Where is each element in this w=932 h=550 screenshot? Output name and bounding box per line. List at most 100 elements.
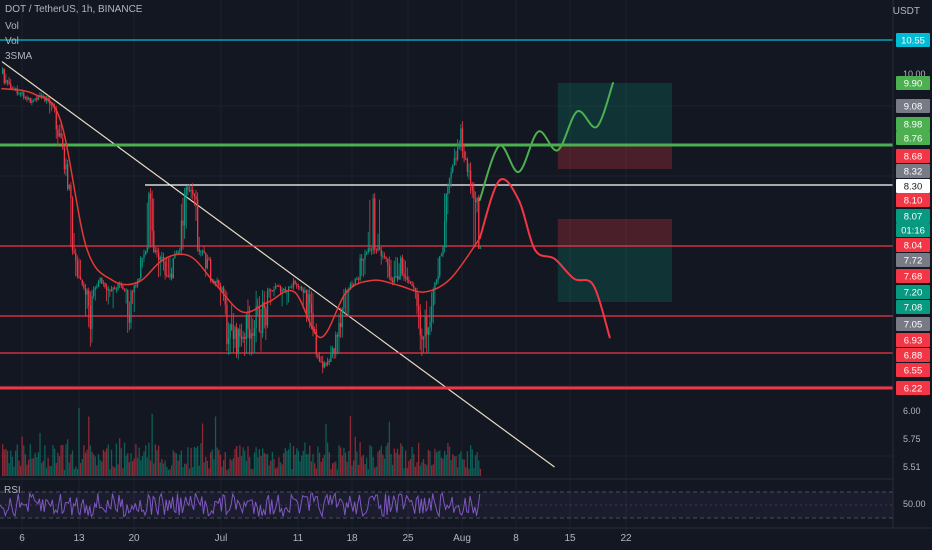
candle-body bbox=[167, 276, 170, 278]
volume-bar bbox=[106, 448, 108, 476]
volume-bar bbox=[414, 466, 417, 476]
volume-bar bbox=[231, 460, 233, 476]
candle-body bbox=[297, 285, 300, 288]
candle-body bbox=[349, 284, 352, 290]
candle-body bbox=[130, 291, 132, 323]
candle-body bbox=[182, 220, 184, 226]
volume-bar bbox=[470, 445, 472, 476]
volume-bar bbox=[351, 465, 353, 476]
volume-indicator-label[interactable]: Vol bbox=[5, 21, 19, 32]
candle-body bbox=[265, 308, 267, 326]
candle-body bbox=[227, 337, 230, 344]
volume-bar bbox=[328, 452, 330, 476]
volume-bar bbox=[180, 450, 183, 476]
candle-body bbox=[435, 279, 438, 283]
candle-body bbox=[320, 361, 322, 363]
rsi-line bbox=[0, 491, 481, 519]
volume-indicator-label-2[interactable]: Vol bbox=[5, 36, 19, 47]
volume-bar bbox=[115, 443, 118, 476]
candle-body bbox=[333, 348, 335, 355]
price-label-text: 8.68 bbox=[904, 152, 923, 163]
candle-body bbox=[99, 277, 101, 282]
volume-bar bbox=[273, 458, 275, 476]
candle-body bbox=[266, 291, 269, 326]
volume-bar bbox=[28, 459, 30, 476]
rsi-label[interactable]: RSI bbox=[4, 485, 21, 496]
volume-bar bbox=[457, 467, 459, 476]
volume-bar bbox=[434, 448, 436, 476]
volume-bar bbox=[99, 459, 101, 476]
volume-bar bbox=[182, 467, 184, 476]
volume-bar bbox=[341, 455, 343, 476]
candle-body bbox=[104, 282, 106, 288]
volume-bar bbox=[431, 465, 433, 476]
price-label-box bbox=[896, 253, 930, 267]
volume-bar bbox=[128, 462, 131, 476]
candle-body bbox=[460, 128, 462, 145]
candle-body bbox=[188, 190, 191, 192]
sma-indicator-label[interactable]: 3SMA bbox=[5, 51, 33, 62]
candle-body bbox=[10, 83, 12, 89]
candle-body bbox=[424, 315, 426, 338]
candle-body bbox=[392, 280, 394, 283]
volume-bar bbox=[172, 450, 174, 476]
volume-bar bbox=[317, 446, 319, 476]
candle-body bbox=[70, 185, 72, 199]
candle-body bbox=[234, 327, 236, 340]
candle-body bbox=[190, 189, 192, 192]
candle-body bbox=[36, 98, 38, 100]
candle-body bbox=[270, 289, 272, 291]
volume-bar bbox=[154, 444, 157, 476]
candle-body bbox=[304, 290, 306, 293]
candle-body bbox=[107, 289, 109, 291]
price-label-text: 6.55 bbox=[904, 366, 923, 377]
candle-body bbox=[396, 276, 399, 280]
candle-body bbox=[166, 275, 168, 277]
volume-bar bbox=[409, 458, 412, 476]
candle-body bbox=[361, 258, 363, 261]
volume-bar bbox=[268, 465, 270, 476]
candle-body bbox=[101, 277, 103, 284]
candle-body bbox=[323, 362, 326, 368]
short-stop-zone bbox=[557, 219, 672, 246]
price-label-text: 7.68 bbox=[904, 272, 923, 283]
volume-bar bbox=[354, 436, 356, 476]
volume-bar bbox=[23, 445, 25, 476]
candle-body bbox=[426, 315, 428, 335]
candle-body bbox=[458, 144, 460, 148]
candle-body bbox=[302, 289, 304, 293]
price-label-text: 7.72 bbox=[904, 256, 923, 267]
price-label-box bbox=[896, 131, 930, 145]
price-label-box bbox=[896, 209, 930, 223]
candle-body bbox=[377, 247, 379, 251]
volume-bar bbox=[143, 451, 145, 476]
volume-bar bbox=[305, 454, 308, 476]
candle-body bbox=[247, 314, 249, 329]
volume-bar bbox=[383, 458, 386, 476]
time-tick-label: 6 bbox=[19, 533, 25, 544]
volume-bar bbox=[302, 450, 304, 476]
volume-bar bbox=[263, 452, 265, 476]
volume-bar bbox=[439, 450, 441, 476]
volume-bar bbox=[296, 448, 298, 476]
volume-bar bbox=[435, 452, 438, 476]
candle-body bbox=[416, 291, 418, 307]
volume-bar bbox=[249, 456, 251, 476]
volume-bar bbox=[62, 444, 64, 476]
volume-bar bbox=[8, 463, 10, 476]
candle-body bbox=[411, 283, 413, 286]
candle-body bbox=[366, 252, 368, 254]
candle-body bbox=[239, 329, 241, 337]
candle-body bbox=[453, 157, 456, 165]
candle-body bbox=[362, 259, 365, 261]
volume-bar bbox=[310, 461, 313, 476]
candle-body bbox=[437, 276, 439, 280]
price-label-box bbox=[896, 99, 930, 113]
volume-bar bbox=[297, 450, 300, 476]
volume-bar bbox=[205, 456, 207, 476]
volume-bar bbox=[68, 462, 70, 476]
volume-bar bbox=[244, 450, 246, 476]
time-tick-label: 15 bbox=[564, 533, 576, 544]
candle-body bbox=[380, 249, 382, 257]
